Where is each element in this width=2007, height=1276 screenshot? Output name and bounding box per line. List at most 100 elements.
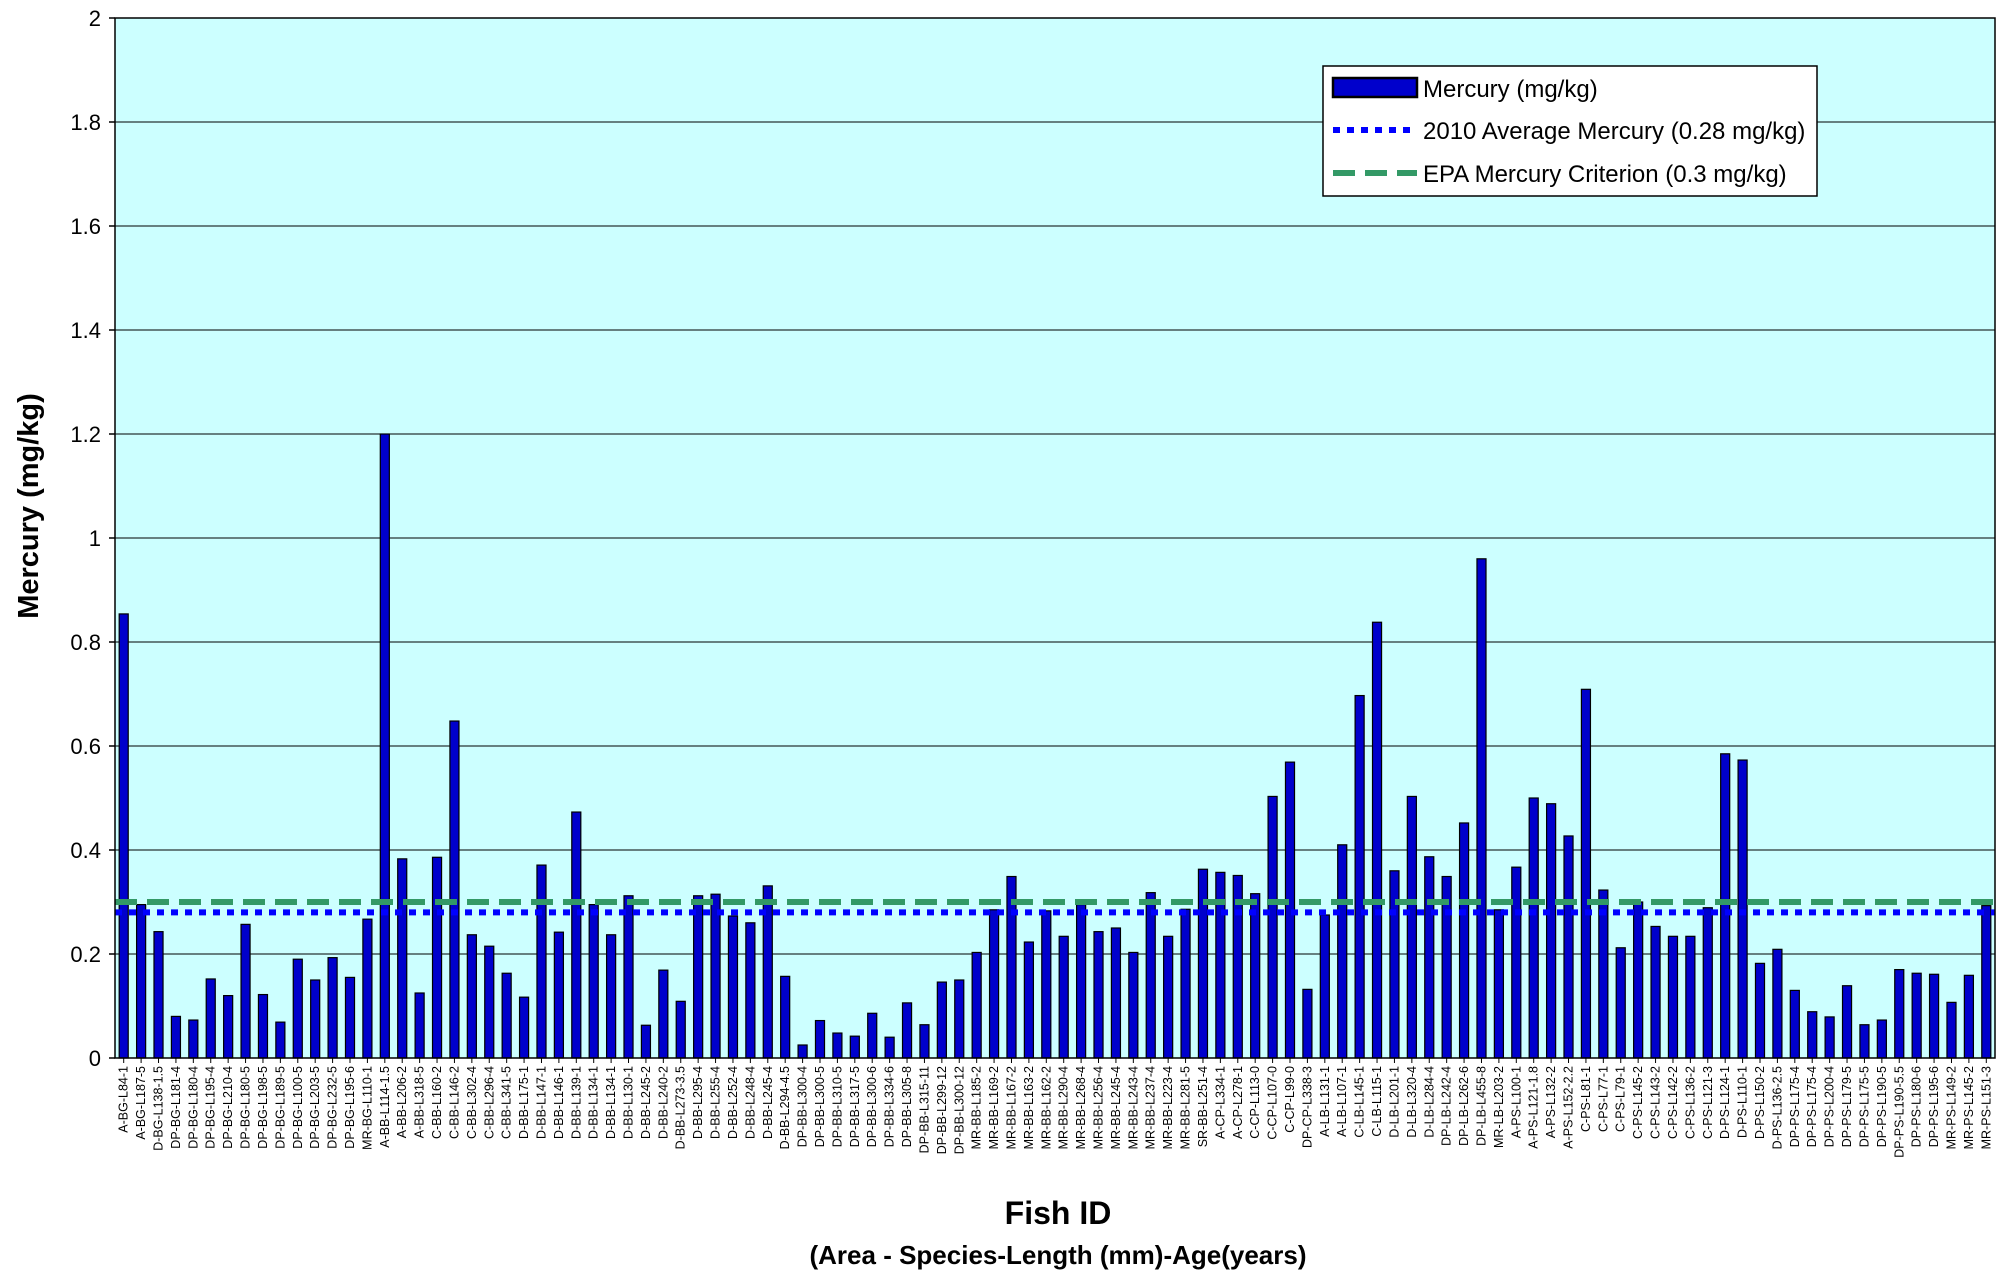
x-category-label: A-CP-L278-1	[1231, 1066, 1245, 1139]
bar	[1511, 866, 1522, 1059]
bar	[1911, 972, 1922, 1059]
bar	[292, 958, 303, 1059]
x-category-label: MR-BB-L223-4	[1161, 1066, 1175, 1149]
x-category-label: D-BB-L252-4	[726, 1066, 740, 1139]
x-category-label: A-CP-L334-1	[1213, 1066, 1227, 1139]
bar	[1250, 893, 1261, 1059]
bar	[954, 979, 965, 1059]
bar	[1650, 925, 1661, 1059]
x-category-label: D-BB-L134-1	[587, 1066, 601, 1139]
legend-swatch-mercury	[1331, 76, 1419, 99]
bar	[1981, 905, 1992, 1059]
x-category-label: DP-LB-L262-6	[1457, 1066, 1471, 1146]
bar	[675, 1000, 686, 1059]
bar	[1058, 935, 1069, 1059]
bar	[936, 981, 947, 1059]
x-category-label: C-PS-L121-3	[1701, 1066, 1715, 1139]
bar	[1528, 797, 1539, 1059]
x-category-label: D-PS-L124-1	[1718, 1066, 1732, 1139]
x-category-label: DP-PS-L175-5	[1857, 1066, 1871, 1147]
x-category-label: MR-LB-L203-2	[1492, 1066, 1506, 1148]
x-category-label: DP-BB-L305-8	[900, 1066, 914, 1147]
reference-lines	[115, 899, 1995, 916]
bar	[135, 903, 147, 1059]
bar	[1702, 907, 1713, 1059]
y-tick-label: 0.2	[70, 942, 101, 967]
bar	[849, 1035, 860, 1059]
bar	[693, 895, 704, 1059]
bar	[797, 1044, 808, 1059]
x-category-label: DP-BB-L317-5	[848, 1066, 862, 1147]
bar	[1615, 947, 1626, 1059]
x-category-label: D-BB-L294-4.5	[778, 1066, 792, 1149]
x-category-label: A-BB-L206-2	[395, 1066, 409, 1138]
bar	[727, 915, 739, 1059]
x-category-label: MR-BB-L245-4	[1109, 1066, 1123, 1149]
x-category-label: DP-PS-L190-5	[1875, 1066, 1889, 1147]
bar	[310, 979, 321, 1059]
bar	[988, 909, 1000, 1059]
x-category-label: MR-PS-L151-3	[1979, 1066, 1993, 1149]
bar	[344, 976, 356, 1059]
x-category-label: C-PS-L77-1	[1596, 1066, 1610, 1132]
bar	[1389, 870, 1400, 1059]
x-category-label: D-BB-L139-1	[569, 1066, 583, 1139]
bar	[780, 975, 791, 1059]
x-category-label: DP-BG-L180-4	[186, 1066, 200, 1149]
x-category-label: C-CP-L107-0	[1266, 1066, 1280, 1140]
bar	[1563, 835, 1574, 1059]
x-category-label: D-PS-L150-2	[1753, 1066, 1767, 1139]
y-tick-label: 2	[89, 6, 101, 31]
x-category-label: DP-CP-L338-3	[1300, 1066, 1314, 1148]
x-category-label: SR-BB-L251-4	[1196, 1066, 1210, 1147]
bar	[153, 931, 164, 1059]
bar	[1458, 822, 1470, 1059]
bar	[971, 951, 982, 1059]
y-tick-label: 1.4	[70, 318, 101, 343]
gridlines	[115, 121, 1995, 955]
x-category-label: DP-BG-L189-5	[273, 1066, 287, 1149]
x-category-label: MR-BB-L237-4	[1144, 1066, 1158, 1149]
y-tick-label: 1.6	[70, 214, 101, 239]
x-category-label: MR-BG-L110-1	[360, 1066, 374, 1150]
x-category-label: A-PS-L152-2.2	[1562, 1066, 1576, 1149]
bar	[1424, 856, 1435, 1059]
x-category-label: A-BG-L187-5	[134, 1066, 148, 1140]
bar	[1371, 621, 1383, 1059]
x-category-label: D-BB-L255-4	[709, 1066, 723, 1139]
bar	[832, 1032, 843, 1059]
bar	[431, 856, 443, 1059]
bar	[518, 996, 530, 1059]
bar	[605, 934, 617, 1059]
bar	[884, 1036, 895, 1059]
bar	[1946, 1001, 1957, 1059]
x-category-label: C-PS-L81-1	[1579, 1066, 1593, 1132]
x-category-label: MR-BB-L169-2	[987, 1066, 1001, 1149]
x-category-label: D-BG-L138-1.5	[152, 1066, 166, 1151]
x-category-label: A-BG-L84-1	[117, 1066, 131, 1133]
bar	[658, 969, 669, 1059]
bar	[1841, 985, 1853, 1059]
x-category-label: DP-BB-L310-5	[830, 1066, 844, 1147]
x-category-label: DP-BG-L195-6	[343, 1066, 357, 1149]
bar	[170, 1015, 182, 1059]
bar	[449, 720, 460, 1059]
bar	[1110, 927, 1122, 1059]
x-category-label: DP-LB-L455-8	[1474, 1066, 1488, 1146]
x-category-label: DP-BG-L203-5	[308, 1066, 322, 1149]
x-category-label: DP-PS-L179-5	[1840, 1066, 1854, 1147]
bar	[571, 811, 582, 1059]
bar	[640, 1024, 652, 1059]
x-category-label: MR-BB-L243-4	[1126, 1066, 1140, 1149]
bar	[1267, 795, 1278, 1059]
x-category-label: A-PS-L132-2	[1544, 1066, 1558, 1138]
x-category-label: D-PS-L110-1	[1736, 1066, 1750, 1138]
bar	[1685, 935, 1696, 1059]
bar	[1720, 753, 1731, 1059]
x-category-label: MR-BB-L162-2	[1039, 1066, 1053, 1149]
x-axis-title: Fish ID	[1005, 1195, 1112, 1231]
x-category-label: DP-BB-L300-4	[796, 1066, 810, 1147]
x-category-label: DP-BG-L180-5	[239, 1066, 253, 1149]
bar	[1075, 903, 1087, 1059]
x-category-label: DP-BG-L232-5	[326, 1066, 340, 1149]
